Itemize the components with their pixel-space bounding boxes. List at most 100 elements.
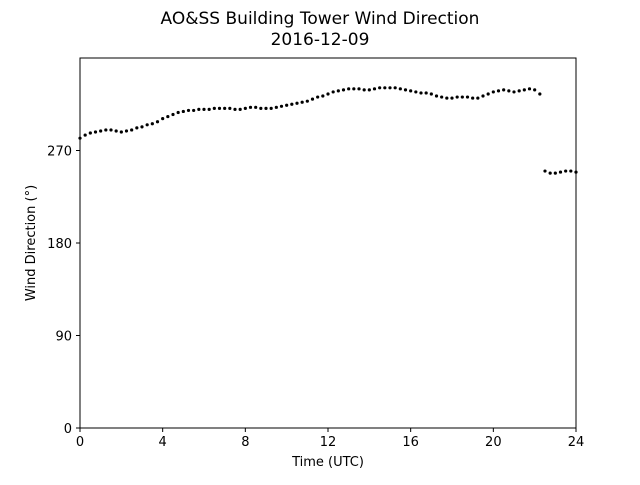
data-point bbox=[522, 88, 526, 92]
data-point bbox=[450, 96, 454, 100]
data-point bbox=[321, 94, 325, 98]
data-point bbox=[192, 108, 196, 113]
data-point bbox=[476, 96, 480, 100]
y-axis-label: Wind Direction (°) bbox=[24, 185, 39, 301]
data-point bbox=[150, 122, 154, 126]
data-point bbox=[248, 105, 253, 109]
data-point bbox=[460, 95, 464, 99]
data-point bbox=[145, 123, 149, 127]
data-point bbox=[135, 126, 139, 130]
data-point bbox=[274, 105, 278, 109]
data-point bbox=[285, 103, 289, 107]
data-point bbox=[155, 120, 160, 124]
y-tick-label: 270 bbox=[47, 145, 72, 160]
data-point bbox=[533, 88, 537, 92]
data-point bbox=[424, 91, 428, 95]
data-point bbox=[223, 106, 227, 110]
x-tick-label: 20 bbox=[485, 435, 502, 450]
data-point bbox=[130, 128, 134, 132]
data-point bbox=[455, 95, 459, 99]
data-point bbox=[512, 90, 516, 94]
data-point bbox=[186, 108, 191, 113]
data-point bbox=[527, 87, 532, 91]
data-point bbox=[553, 171, 557, 175]
data-point bbox=[564, 169, 568, 173]
data-point bbox=[341, 88, 346, 92]
data-point bbox=[295, 101, 299, 105]
data-point bbox=[372, 87, 377, 91]
x-tick-label: 4 bbox=[159, 435, 167, 450]
data-point bbox=[228, 106, 232, 110]
data-point bbox=[316, 95, 320, 99]
data-point bbox=[83, 133, 87, 137]
chart-subtitle: 2016-12-09 bbox=[271, 30, 370, 50]
x-axis-label: Time (UTC) bbox=[291, 455, 364, 470]
data-point bbox=[279, 104, 284, 108]
y-tick-label: 90 bbox=[55, 330, 72, 345]
data-point bbox=[434, 94, 439, 98]
data-point bbox=[269, 106, 273, 110]
plot-frame bbox=[79, 57, 577, 429]
data-point bbox=[99, 129, 103, 133]
data-point bbox=[403, 88, 408, 92]
data-point bbox=[517, 89, 521, 93]
data-point bbox=[88, 131, 92, 135]
data-point bbox=[419, 91, 423, 95]
data-point bbox=[124, 129, 129, 133]
data-point bbox=[471, 96, 475, 100]
data-point bbox=[176, 110, 180, 115]
x-tick-label: 12 bbox=[320, 435, 337, 450]
data-point bbox=[207, 107, 211, 111]
data-point bbox=[502, 88, 506, 92]
data-point bbox=[243, 106, 247, 110]
data-point bbox=[548, 171, 552, 175]
data-point bbox=[445, 96, 449, 100]
data-point bbox=[336, 89, 340, 93]
data-point bbox=[119, 130, 123, 134]
data-point bbox=[104, 128, 108, 132]
x-tick-label: 16 bbox=[402, 435, 419, 450]
data-point bbox=[414, 90, 418, 94]
data-points bbox=[78, 86, 578, 175]
data-point bbox=[538, 92, 542, 96]
data-point bbox=[326, 92, 330, 96]
data-point bbox=[543, 169, 547, 173]
data-point bbox=[378, 86, 382, 90]
data-point bbox=[331, 90, 335, 94]
data-point bbox=[161, 117, 165, 121]
data-point bbox=[238, 107, 242, 111]
chart-title: AO&SS Building Tower Wind Direction bbox=[161, 9, 480, 29]
data-point bbox=[305, 99, 309, 103]
data-point bbox=[212, 106, 216, 110]
x-tick-label: 8 bbox=[241, 435, 249, 450]
data-point bbox=[491, 90, 495, 94]
data-point bbox=[202, 107, 206, 111]
data-point bbox=[197, 107, 201, 111]
data-point bbox=[367, 88, 371, 92]
data-point bbox=[507, 89, 511, 93]
data-point bbox=[357, 87, 361, 91]
data-point bbox=[166, 114, 170, 119]
data-point bbox=[109, 128, 113, 132]
data-point bbox=[569, 169, 573, 173]
x-tick-label: 0 bbox=[76, 435, 84, 450]
data-point bbox=[264, 106, 268, 110]
axis-ticks: 0 4 8 12 16 20 24 0 90 180 270 bbox=[47, 145, 584, 451]
data-point bbox=[440, 95, 444, 99]
data-point bbox=[217, 106, 222, 110]
data-point bbox=[558, 170, 563, 174]
data-point bbox=[481, 94, 485, 98]
data-point bbox=[465, 95, 470, 99]
data-point bbox=[290, 102, 294, 106]
data-point bbox=[496, 89, 501, 93]
y-tick-label: 180 bbox=[47, 237, 72, 252]
data-point bbox=[388, 86, 392, 90]
data-point bbox=[409, 89, 413, 93]
data-point bbox=[114, 129, 118, 133]
data-point bbox=[233, 107, 237, 111]
data-point bbox=[398, 87, 402, 91]
data-point bbox=[259, 106, 263, 110]
data-point bbox=[352, 87, 356, 91]
